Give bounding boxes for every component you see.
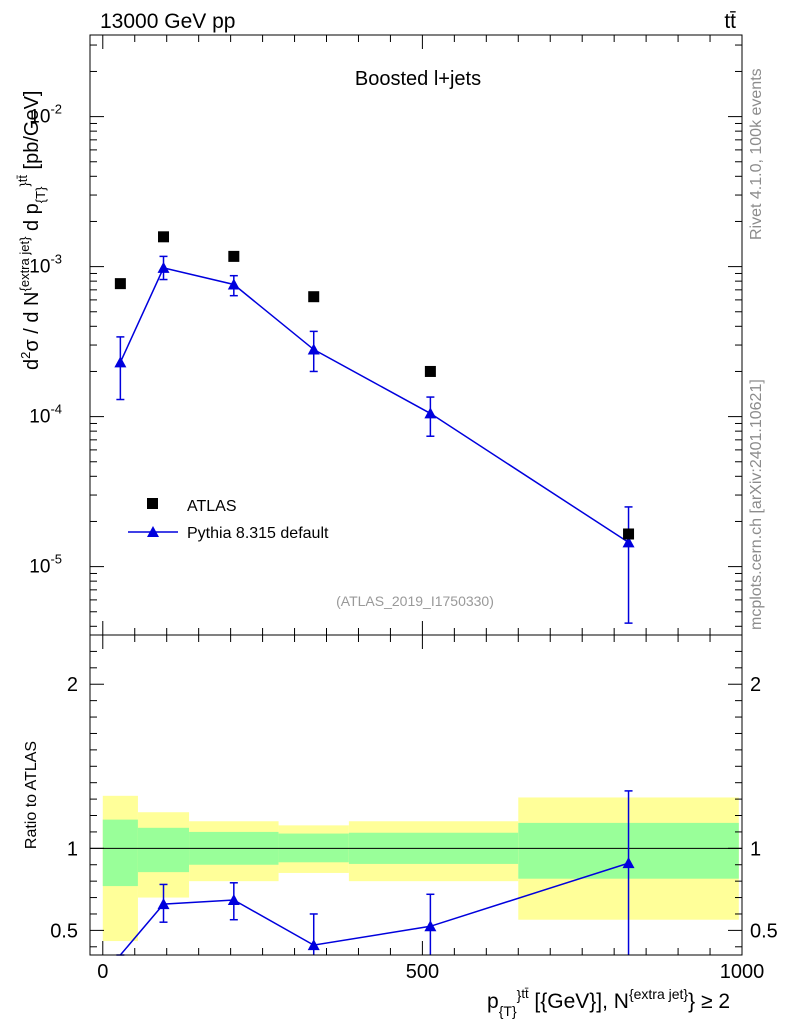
atlas-point: [424, 365, 436, 377]
analysis-watermark: (ATLAS_2019_I1750330): [336, 593, 494, 609]
header-process: tt̄: [724, 10, 736, 33]
atlas-point: [158, 231, 170, 243]
ratio-point: [157, 898, 170, 910]
legend: ATLAS Pythia 8.315 default: [128, 498, 329, 542]
stat-uncertainty-band: [137, 827, 190, 873]
pythia-point: [227, 278, 240, 290]
main-frame: [89, 34, 743, 636]
mcplots-label: mcplots.cern.ch [arXiv:2401.10621]: [748, 379, 765, 630]
main-ylabel: d2σ / d N{extra jet} d p{T}}tt̄ [pb/GeV]: [15, 91, 48, 371]
ratio-point: [622, 857, 635, 869]
legend-atlas-marker: [147, 498, 158, 509]
pythia-point: [114, 356, 127, 368]
y-tick-label: 10-5: [29, 552, 62, 578]
y-tick-label: 10-4: [29, 402, 62, 428]
x-tick-label: 0: [97, 961, 108, 983]
pythia-point: [307, 343, 320, 355]
ratio-y-tick-label-right: 2: [750, 674, 761, 696]
legend-atlas-label: ATLAS: [187, 498, 237, 515]
rivet-label: Rivet 4.1.0, 100k events: [748, 68, 765, 240]
ratio-y-tick-label-right: 0.5: [750, 920, 778, 942]
y-tick-label: 10-2: [29, 102, 62, 128]
pythia-point: [157, 261, 170, 273]
x-tick-label: 1000: [720, 961, 765, 983]
pythia-point: [424, 407, 437, 419]
ratio-line: [119, 862, 629, 956]
ratio-y-tick-label-left: 1: [67, 838, 78, 860]
ratio-uncertainty-bands: [102, 795, 739, 942]
ratio-ylabel: Ratio to ATLAS: [23, 741, 40, 849]
y-tick-label: 10-3: [29, 252, 62, 278]
ratio-point: [227, 894, 240, 906]
main-plot-area: [114, 231, 635, 624]
atlas-point: [228, 250, 240, 262]
legend-pythia-label: Pythia 8.315 default: [187, 525, 329, 542]
pythia-point: [622, 536, 635, 548]
atlas-point: [308, 291, 320, 303]
ratio-point: [424, 920, 437, 932]
pythia-line: [119, 267, 629, 544]
header-energy: 13000 GeV pp: [100, 10, 235, 33]
atlas-point: [114, 278, 126, 290]
ratio-y-tick-label-left: 0.5: [50, 920, 78, 942]
xlabel: p{T}}tt̄ [{GeV}], N{extra jet}} ≥ 2: [487, 986, 730, 1019]
main-title: Boosted l+jets: [355, 68, 481, 90]
stat-uncertainty-band: [102, 819, 138, 887]
ratio-axis-ticks: 0.5 0.5 1 1 2 2 0 500 1000: [50, 635, 778, 983]
ratio-y-tick-label-right: 1: [750, 838, 761, 860]
x-tick-label: 500: [406, 961, 439, 983]
main-axis-ticks: 10-5 10-4 10-3 10-2: [29, 35, 743, 635]
ratio-y-tick-label-left: 2: [67, 674, 78, 696]
legend-pythia-marker: [147, 526, 159, 537]
atlas-point: [623, 528, 635, 540]
ratio-plot-area: [116, 790, 635, 956]
ratio-frame: [89, 634, 743, 956]
ratio-point: [307, 939, 320, 951]
